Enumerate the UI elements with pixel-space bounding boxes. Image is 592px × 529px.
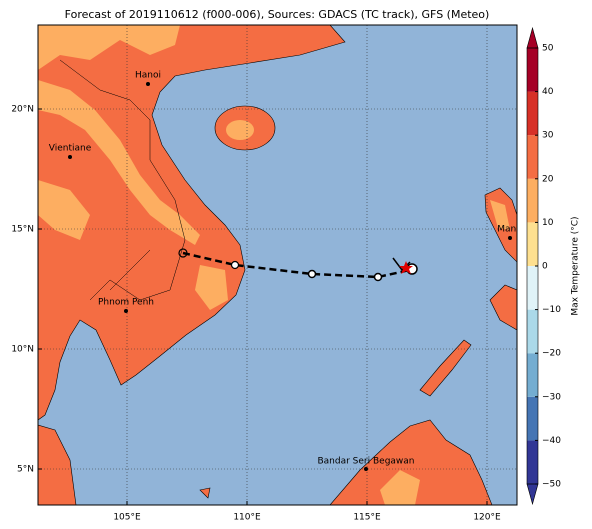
city-label: Bandar Seri Begawan	[317, 457, 414, 467]
colorbar-label: Max Temperature (°C)	[571, 216, 581, 315]
land	[38, 25, 517, 505]
colorbar-band	[527, 135, 538, 179]
city-label: Manila	[497, 225, 527, 235]
cyclone-track	[178, 248, 418, 282]
map-area: Hanoi Vientiane Phnom Penh Manila Bandar…	[38, 25, 527, 505]
colorbar-extend-min	[526, 483, 539, 506]
colorbar-tick-label: −20	[542, 349, 561, 359]
y-tick-label: 5°N	[17, 465, 34, 475]
x-tick-label: 120°E	[473, 513, 501, 523]
colorbar-tick-label: 20	[542, 174, 554, 184]
track-point	[178, 248, 188, 258]
colorbar-band	[527, 266, 538, 310]
colorbar-band	[527, 396, 538, 441]
colorbar-tick-label: 10	[542, 218, 554, 228]
colorbar-tick-label: 40	[542, 87, 554, 97]
city-dots	[68, 82, 512, 471]
colorbar-extend-max	[526, 26, 539, 49]
colorbar-tick-label: −40	[542, 436, 561, 446]
colorbar-band	[527, 222, 538, 266]
city-label: Hanoi	[135, 71, 161, 81]
colorbar-tick-label: −30	[542, 392, 561, 402]
colorbar-tick-label: 30	[542, 131, 554, 141]
track-point	[373, 272, 383, 282]
city-label: Phnom Penh	[98, 298, 154, 308]
colorbar-band	[527, 353, 538, 397]
axes: 105°E 110°E 115°E 120°E 5°N 10°N 15°N 20°N	[11, 105, 501, 523]
colorbar-tick-label: 0	[542, 262, 548, 272]
x-tick-label: 110°E	[233, 513, 261, 523]
colorbar-tick-label: 50	[542, 44, 554, 54]
colorbar-band	[527, 440, 538, 484]
x-tick-label: 115°E	[353, 513, 381, 523]
current-position	[399, 261, 413, 274]
colorbar: −50 −40 −30 −20 −10 0 10 20 30 40 50	[526, 26, 561, 506]
colorbar-band	[527, 309, 538, 354]
map-frame	[37, 24, 518, 506]
colorbar-tick-label: −50	[542, 480, 561, 490]
track-point	[307, 269, 317, 279]
x-tick-label: 105°E	[113, 513, 141, 523]
borders	[59, 59, 186, 301]
city-label: Vientiane	[49, 144, 92, 154]
track-line	[182, 251, 411, 279]
track-point	[230, 260, 240, 270]
cooler-land	[38, 25, 510, 505]
colorbar-band	[527, 178, 538, 223]
map-title: Forecast of 2019110612 (f000-006), Sourc…	[65, 8, 490, 21]
y-tick-label: 15°N	[11, 225, 34, 235]
graticule	[38, 25, 517, 505]
y-tick-label: 10°N	[11, 345, 34, 355]
colorbar-band	[527, 48, 538, 92]
y-tick-label: 20°N	[11, 105, 34, 115]
colorbar-band	[527, 91, 538, 136]
colorbar-tick-label: −10	[542, 305, 561, 315]
